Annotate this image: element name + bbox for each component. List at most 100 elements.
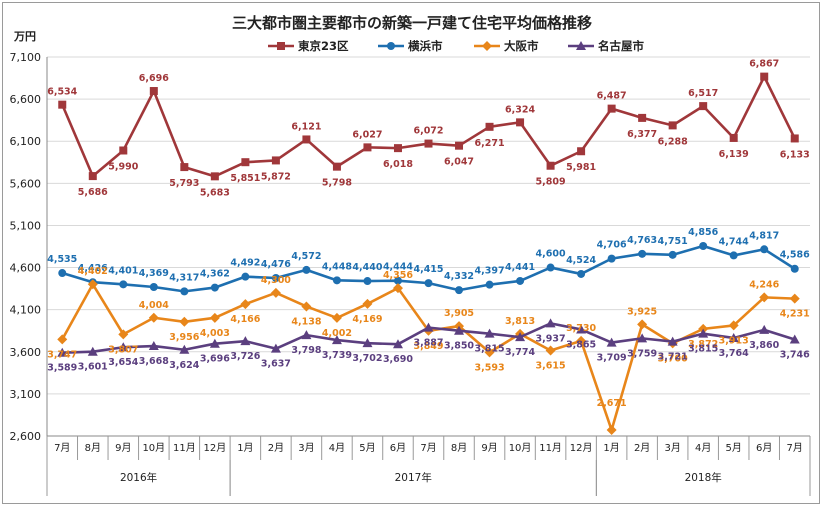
data-point [57, 347, 68, 357]
data-point [638, 113, 647, 122]
gridlines [47, 56, 810, 437]
data-label: 5,683 [200, 187, 230, 198]
data-point [363, 143, 372, 152]
data-label: 6,139 [719, 149, 749, 160]
data-label: 4,856 [688, 227, 718, 238]
y-tick-label: 4,600 [10, 262, 42, 275]
data-point [302, 265, 311, 274]
data-label: 2,671 [597, 398, 627, 409]
data-label: 6,288 [658, 136, 688, 147]
data-label: 3,937 [536, 333, 566, 344]
data-label: 3,702 [352, 353, 382, 364]
x-tick-label: 9月 [115, 442, 131, 454]
data-point [301, 330, 312, 340]
y-axis-unit: 万円 [13, 30, 36, 43]
data-point [455, 286, 464, 295]
x-tick-label: 8月 [451, 442, 467, 454]
data-label: 6,324 [505, 104, 535, 115]
legend-label: 横浜市 [408, 39, 443, 53]
data-label: 3,696 [200, 354, 230, 365]
data-label: 5,872 [261, 171, 291, 182]
data-point [759, 292, 770, 303]
data-label: 5,686 [78, 187, 108, 198]
x-tick-label: 11月 [173, 442, 196, 454]
data-label: 6,072 [413, 126, 443, 137]
data-point [180, 287, 189, 296]
data-label: 3,668 [139, 356, 169, 367]
data-point [728, 320, 739, 331]
data-point [728, 332, 739, 342]
data-label: 4,415 [413, 264, 443, 275]
data-label: 4,600 [536, 249, 566, 260]
series-横浜市 [58, 241, 799, 296]
data-label: 3,813 [505, 316, 535, 327]
data-point [667, 336, 678, 346]
data-point [331, 312, 342, 323]
data-label: 3,746 [780, 349, 810, 360]
data-label: 5,851 [230, 173, 260, 184]
x-tick-label: 6月 [756, 442, 772, 454]
y-tick-label: 6,600 [10, 93, 42, 106]
data-point [423, 322, 434, 332]
legend-marker [576, 41, 586, 50]
chart-title: 三大都市圏主要都市の新築一戸建て住宅平均価格推移 [232, 14, 592, 32]
data-point [271, 156, 280, 165]
data-point [209, 312, 220, 323]
data-label: 3,865 [566, 339, 596, 350]
data-point [606, 425, 617, 436]
data-point [301, 301, 312, 312]
data-point [484, 347, 495, 358]
data-point [759, 324, 770, 334]
data-point [87, 279, 98, 290]
data-point [545, 318, 556, 328]
data-point [57, 334, 68, 345]
legend-marker [387, 42, 395, 50]
data-point [729, 133, 738, 142]
x-tick-label: 3月 [298, 442, 314, 454]
data-point [210, 283, 219, 292]
data-point [332, 276, 341, 285]
data-point [241, 158, 250, 167]
data-label: 4,476 [261, 259, 291, 270]
data-label: 3,764 [719, 348, 749, 359]
data-point [362, 298, 373, 309]
data-label: 4,317 [169, 272, 199, 283]
data-label: 3,759 [627, 348, 657, 359]
plot-area [57, 72, 800, 436]
data-label: 4,448 [322, 261, 352, 272]
data-label: 5,990 [108, 161, 138, 172]
legend-label: 東京23区 [298, 39, 349, 53]
data-point [790, 134, 799, 143]
data-label: 4,231 [780, 309, 810, 320]
data-label: 4,138 [291, 316, 321, 327]
data-label: 4,706 [597, 240, 627, 251]
data-label: 6,018 [383, 159, 413, 170]
data-label: 4,362 [200, 269, 230, 280]
data-label: 3,721 [658, 352, 688, 363]
data-label: 3,815 [688, 344, 718, 355]
data-label: 6,047 [444, 157, 474, 168]
data-point [58, 269, 67, 278]
data-label: 6,534 [47, 87, 77, 98]
data-label: 4,300 [261, 275, 291, 286]
data-point [576, 324, 587, 334]
data-label: 4,002 [322, 328, 352, 339]
data-label: 3,700 [658, 353, 688, 364]
data-point [240, 299, 251, 310]
data-point [392, 283, 403, 294]
x-tick-label: 4月 [329, 442, 345, 454]
x-tick-label: 7月 [54, 442, 70, 454]
data-label: 6,121 [291, 121, 321, 132]
data-point [668, 250, 677, 259]
data-label: 4,441 [505, 262, 535, 273]
data-label: 3,956 [169, 332, 199, 343]
data-point [424, 279, 433, 288]
y-tick-label: 2,600 [10, 430, 42, 443]
data-point [148, 341, 159, 351]
year-label: 2017年 [395, 471, 432, 484]
data-label: 4,332 [444, 271, 474, 282]
data-point [179, 316, 190, 327]
data-point [393, 144, 402, 153]
